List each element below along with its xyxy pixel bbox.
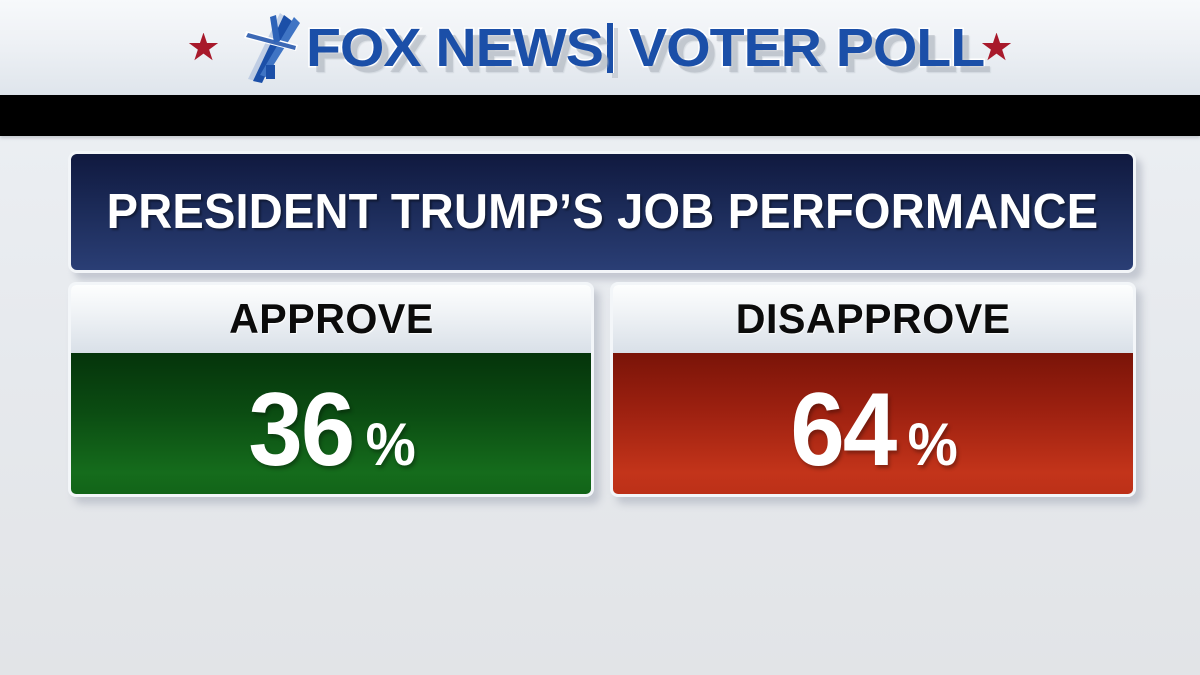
result-value-disapprove-unit: % [907, 410, 958, 478]
result-value-approve-number: 36 [248, 371, 355, 488]
result-label-approve: APPROVE [71, 285, 591, 353]
wordmark-fox-news: FOX NEWS [305, 17, 606, 78]
star-icon [981, 32, 1012, 61]
result-panel-approve: APPROVE 36 % [68, 282, 594, 497]
result-value-approve-unit: % [365, 410, 416, 478]
star-icon [188, 32, 219, 61]
result-label-disapprove: DISAPPROVE [613, 285, 1133, 353]
result-value-disapprove: 64 % [613, 353, 1133, 494]
result-value-disapprove-number: 64 [790, 371, 897, 488]
wordmark-voter-poll: VOTER POLL [627, 17, 986, 78]
result-panel-disapprove: DISAPPROVE 64 % [610, 282, 1136, 497]
result-label-approve-text: APPROVE [228, 295, 434, 342]
black-separator-band [0, 95, 1200, 136]
fox-news-voter-poll-logo: FOX NEWS VOTER POLL [0, 0, 1200, 95]
brand-header: FOX NEWS VOTER POLL [0, 0, 1200, 95]
results-container: APPROVE 36 % DISAPPROVE 64 % [68, 282, 1136, 497]
result-value-disapprove-wrap: 64 % [787, 378, 959, 482]
result-label-disapprove-text: DISAPPROVE [735, 295, 1011, 342]
vertical-divider [606, 22, 613, 73]
page-title-text: PRESIDENT TRUMP’S JOB PERFORMANCE [106, 185, 1098, 239]
result-value-approve: 36 % [71, 353, 591, 494]
searchlight-emblem-icon [236, 11, 308, 85]
result-value-approve-wrap: 36 % [245, 378, 417, 482]
page-title: PRESIDENT TRUMP’S JOB PERFORMANCE [68, 151, 1136, 273]
